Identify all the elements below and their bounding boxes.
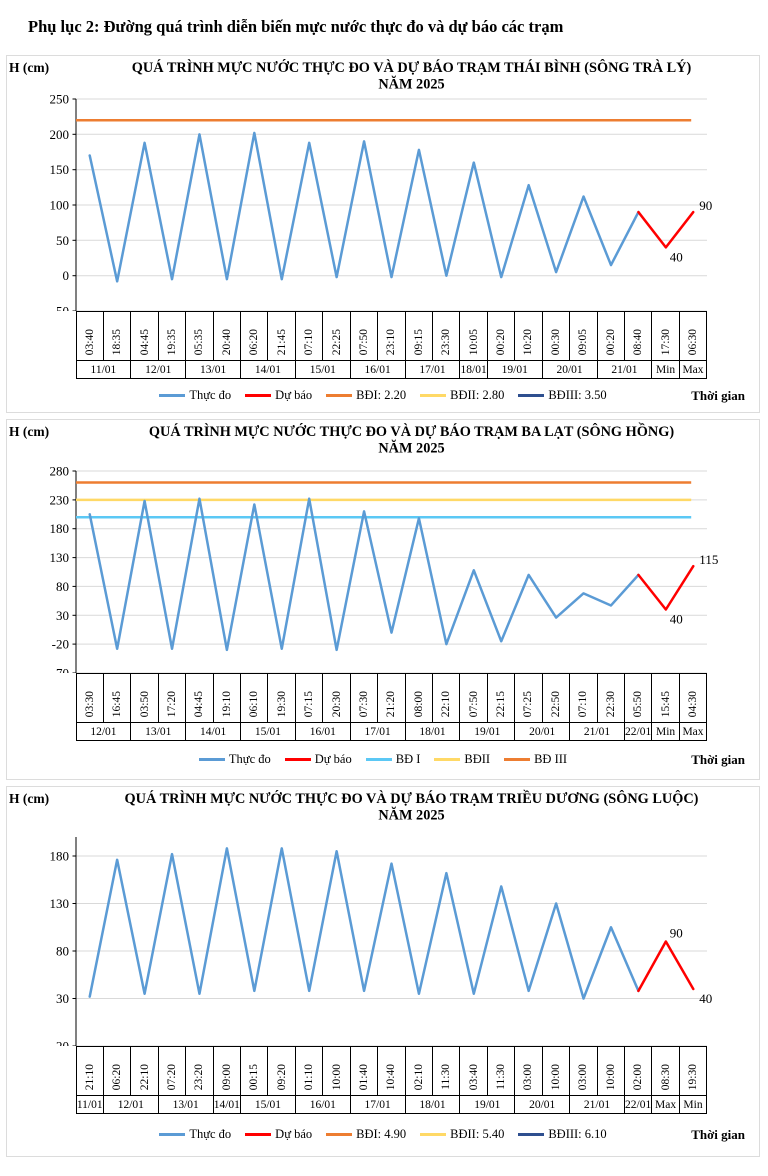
svg-text:50: 50 (56, 233, 69, 248)
svg-text:40: 40 (670, 249, 683, 264)
svg-text:90: 90 (670, 926, 683, 941)
svg-text:-20: -20 (52, 1039, 69, 1047)
svg-text:150: 150 (50, 162, 70, 177)
svg-text:30: 30 (56, 991, 69, 1006)
svg-text:QUÁ TRÌNH MỰC NƯỚC THỰC ĐO VÀ: QUÁ TRÌNH MỰC NƯỚC THỰC ĐO VÀ DỰ BÁO TRẠ… (125, 790, 699, 807)
svg-text:200: 200 (50, 127, 70, 142)
svg-text:-20: -20 (52, 637, 69, 652)
svg-text:80: 80 (56, 579, 69, 594)
svg-text:40: 40 (670, 612, 683, 627)
svg-text:90: 90 (699, 198, 712, 213)
svg-text:180: 180 (50, 521, 70, 536)
svg-text:H (cm): H (cm) (9, 791, 49, 806)
svg-text:230: 230 (50, 492, 70, 507)
svg-text:130: 130 (50, 550, 70, 565)
svg-text:40: 40 (699, 991, 712, 1006)
svg-text:130: 130 (50, 896, 70, 911)
svg-text:QUÁ TRÌNH MỰC NƯỚC THỰC ĐO VÀ: QUÁ TRÌNH MỰC NƯỚC THỰC ĐO VÀ DỰ BÁO TRẠ… (132, 59, 692, 76)
svg-text:0: 0 (63, 268, 70, 283)
svg-text:115: 115 (699, 552, 718, 567)
svg-text:NĂM 2025: NĂM 2025 (378, 76, 444, 93)
svg-text:NĂM 2025: NĂM 2025 (378, 807, 444, 824)
svg-text:250: 250 (50, 92, 70, 107)
svg-text:180: 180 (50, 849, 70, 864)
svg-text:-50: -50 (52, 304, 69, 312)
svg-text:NĂM 2025: NĂM 2025 (378, 440, 444, 457)
svg-text:30: 30 (56, 608, 69, 623)
svg-text:QUÁ TRÌNH MỰC NƯỚC THỰC ĐO VÀ: QUÁ TRÌNH MỰC NƯỚC THỰC ĐO VÀ DỰ BÁO TRẠ… (149, 422, 674, 440)
svg-text:100: 100 (50, 198, 70, 213)
svg-text:H (cm): H (cm) (9, 60, 49, 75)
svg-text:280: 280 (50, 464, 70, 479)
svg-text:-70: -70 (52, 666, 69, 674)
svg-text:H (cm): H (cm) (9, 424, 49, 439)
svg-text:80: 80 (56, 944, 69, 959)
